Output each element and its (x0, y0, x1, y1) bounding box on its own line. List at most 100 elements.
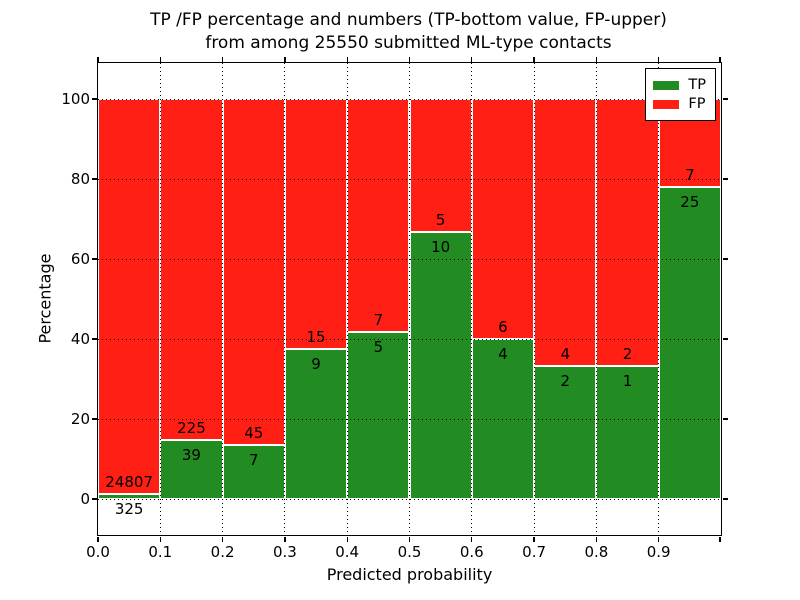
x-tick-label: 0.1 (148, 543, 173, 561)
y-axis-tick-right (722, 178, 728, 180)
fp-count-label: 7 (685, 165, 695, 184)
x-axis-tick-top (408, 56, 411, 62)
legend: TP FP (645, 68, 716, 121)
x-axis-tick-top (471, 56, 473, 62)
x-axis-label: Predicted probability (326, 565, 493, 584)
fp-count-label: 4 (560, 344, 571, 363)
x-axis-tick-top (658, 56, 660, 62)
x-axis-tick-top (346, 56, 348, 62)
vertical-gridline (222, 63, 224, 535)
x-axis-tick (408, 536, 411, 542)
tp-count-label: 5 (373, 338, 384, 357)
fp-count-label: 24807 (105, 472, 153, 491)
x-axis-tick-top (595, 56, 598, 62)
x-axis-tick (595, 536, 598, 542)
fp-count-label: 7 (373, 311, 384, 330)
x-tick-label: 0.9 (646, 543, 671, 561)
fp-bar-segment (596, 99, 659, 366)
fp-bar-segment (98, 99, 161, 494)
y-tick-label: 60 (70, 250, 90, 268)
tp-bar-segment (160, 439, 223, 499)
tp-color-swatch (653, 80, 680, 90)
x-tick-label: 0.4 (335, 543, 360, 561)
vertical-gridline (658, 63, 660, 535)
tp-count-label: 325 (114, 499, 144, 518)
tp-bar-segment (347, 332, 410, 499)
tp-bar-segment (409, 232, 472, 499)
fp-count-label: 2 (622, 344, 633, 363)
tp-bar-segment (98, 493, 161, 499)
vertical-gridline (284, 63, 286, 535)
x-axis-tick (97, 536, 99, 542)
fp-bar-segment (534, 99, 597, 366)
x-tick-label: 0.8 (584, 543, 609, 561)
x-tick-label: 0.0 (86, 543, 110, 561)
x-tick-label: 0.6 (459, 543, 484, 561)
tp-count-label: 1 (622, 371, 633, 390)
x-axis-tick (719, 536, 721, 542)
fp-bar-segment (347, 99, 410, 333)
chart-title: TP /FP percentage and numbers (TP-bottom… (97, 9, 720, 55)
tp-bar-segment (596, 365, 659, 499)
legend-item-fp: FP (653, 96, 706, 112)
fp-count-label: 6 (498, 318, 508, 336)
tp-bar-segment (658, 186, 721, 499)
fp-count-label: 15 (306, 328, 326, 346)
y-axis-tick-right (722, 338, 728, 340)
fp-bar-segment (222, 99, 285, 446)
y-axis-tick-right (722, 498, 728, 500)
y-axis-tick (91, 258, 97, 260)
tp-bar-segment (534, 365, 597, 499)
x-tick-label: 0.3 (272, 543, 297, 561)
vertical-gridline (409, 63, 410, 535)
y-axis-tick-right (722, 98, 728, 100)
y-axis-tick (91, 178, 97, 180)
x-axis-tick-top (719, 56, 721, 62)
x-tick-label: 0.2 (210, 543, 235, 561)
x-axis-tick-top (533, 56, 535, 62)
x-axis-tick (471, 536, 473, 542)
legend-item-tp: TP (653, 77, 706, 93)
vertical-gridline (471, 63, 473, 535)
x-axis-tick (533, 536, 535, 542)
tp-bar-segment (222, 445, 285, 499)
y-axis-tick (91, 338, 97, 340)
y-tick-label: 100 (61, 90, 90, 108)
y-axis-tick-right (722, 258, 728, 260)
tp-count-label: 9 (311, 355, 321, 373)
tp-bar-segment (284, 349, 348, 499)
y-tick-label: 0 (80, 490, 90, 508)
x-axis-tick-top (284, 56, 286, 62)
chart-title-line1: TP /FP percentage and numbers (TP-bottom… (150, 10, 667, 30)
x-axis-tick (658, 536, 660, 542)
y-axis-tick (91, 418, 97, 420)
fp-count-label: 225 (177, 418, 206, 437)
tp-count-label: 39 (181, 445, 201, 464)
fp-bar-segment (409, 99, 472, 233)
tp-count-label: 2 (560, 371, 571, 390)
y-axis-tick (91, 98, 97, 100)
legend-label-tp: TP (688, 77, 706, 93)
fp-bar-segment (284, 99, 348, 349)
vertical-gridline (595, 63, 597, 535)
x-axis-tick (346, 536, 348, 542)
x-axis-tick-top (97, 56, 99, 62)
vertical-gridline (159, 63, 161, 535)
fp-count-label: 45 (244, 424, 264, 443)
fp-bar-segment (160, 99, 223, 440)
y-axis-tick-right (722, 418, 728, 420)
fp-bar-segment (471, 99, 535, 339)
tp-count-label: 4 (498, 345, 508, 363)
tp-count-label: 25 (680, 192, 700, 211)
tp-count-label: 7 (248, 451, 259, 470)
y-tick-label: 20 (70, 410, 90, 428)
y-tick-label: 40 (70, 330, 90, 348)
y-tick-label: 80 (70, 170, 90, 188)
x-axis-tick (221, 536, 224, 542)
y-axis-tick (91, 498, 97, 500)
x-axis-tick (284, 536, 286, 542)
fp-color-swatch (653, 99, 680, 109)
fp-count-label: 5 (435, 211, 446, 230)
tp-count-label: 10 (431, 238, 451, 257)
